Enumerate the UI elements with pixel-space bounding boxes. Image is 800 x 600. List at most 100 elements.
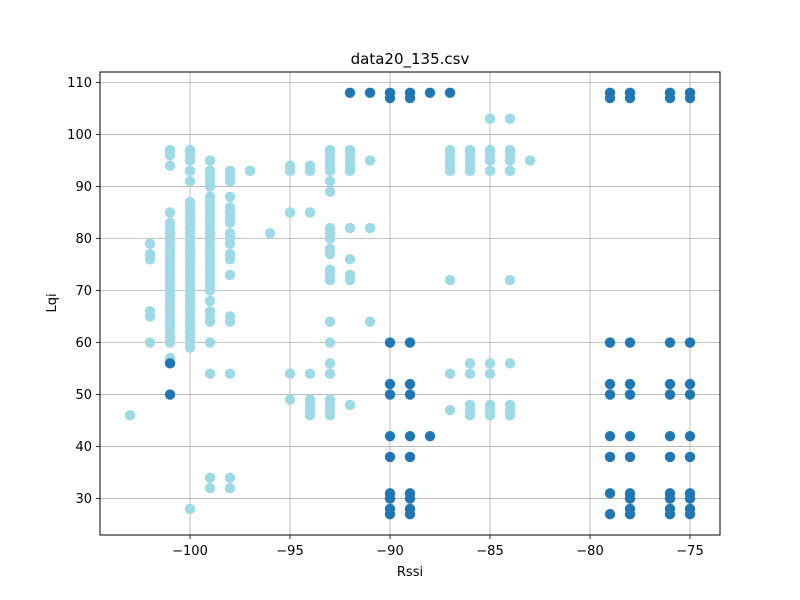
- x-axis-label: Rssi: [397, 565, 423, 580]
- data-point: [384, 87, 396, 99]
- data-point: [264, 228, 276, 239]
- y-tick-label: 50: [75, 388, 92, 403]
- data-point: [284, 160, 296, 171]
- data-point: [284, 394, 296, 405]
- data-point: [364, 87, 376, 99]
- data-point: [604, 488, 616, 499]
- data-point: [224, 368, 236, 379]
- data-point: [184, 144, 196, 156]
- data-point: [404, 451, 416, 463]
- data-point: [504, 358, 516, 369]
- data-point: [484, 144, 496, 156]
- data-point: [664, 378, 676, 390]
- data-point: [444, 274, 456, 286]
- data-point: [684, 378, 696, 390]
- data-point: [204, 306, 216, 317]
- data-point: [464, 399, 476, 411]
- data-point: [384, 337, 396, 348]
- data-point: [204, 482, 216, 494]
- x-axis-ticks: −100 −95 −90 −85 −80 −75: [172, 535, 704, 559]
- data-point: [324, 394, 336, 405]
- data-point: [444, 87, 456, 99]
- data-point: [284, 207, 296, 218]
- data-point: [144, 248, 156, 260]
- data-point: [344, 399, 356, 411]
- data-point: [184, 196, 196, 208]
- data-point: [384, 451, 396, 463]
- x-tick-label: −90: [376, 544, 403, 559]
- data-point: [624, 87, 636, 99]
- data-point: [204, 191, 216, 203]
- data-point: [324, 243, 336, 255]
- y-tick-label: 60: [75, 336, 92, 351]
- data-point: [384, 378, 396, 390]
- data-point: [464, 358, 476, 369]
- data-point: [484, 368, 496, 379]
- x-tick-label: −95: [276, 544, 303, 559]
- data-point: [224, 269, 236, 281]
- data-point: [484, 113, 496, 125]
- data-point: [664, 430, 676, 442]
- data-point: [384, 389, 396, 400]
- data-point: [224, 202, 236, 213]
- data-point: [304, 394, 316, 405]
- data-point: [144, 238, 156, 249]
- data-point: [604, 508, 616, 520]
- x-tick-label: −85: [476, 544, 503, 559]
- data-point: [404, 87, 416, 99]
- y-tick-label: 40: [75, 440, 92, 455]
- data-point: [204, 155, 216, 166]
- data-point: [624, 503, 636, 515]
- y-tick-label: 70: [75, 284, 92, 299]
- data-point: [164, 160, 176, 171]
- data-point: [164, 389, 176, 400]
- data-point: [524, 155, 536, 166]
- data-point: [324, 337, 336, 348]
- data-point: [664, 488, 676, 499]
- data-point: [624, 488, 636, 499]
- data-point: [284, 368, 296, 379]
- data-point: [324, 144, 336, 156]
- data-point: [184, 176, 196, 187]
- data-point: [664, 389, 676, 400]
- x-tick-label: −100: [172, 544, 208, 559]
- data-point: [604, 451, 616, 463]
- data-point: [204, 368, 216, 379]
- data-point: [384, 488, 396, 499]
- data-point: [504, 399, 516, 411]
- data-point: [444, 404, 456, 416]
- data-point: [604, 389, 616, 400]
- data-point: [604, 430, 616, 442]
- y-axis-ticks: 30 40 50 60 70 80 90 100 110: [67, 76, 100, 507]
- data-point: [224, 165, 236, 177]
- data-point: [684, 337, 696, 348]
- data-point: [144, 337, 156, 348]
- x-tick-label: −75: [676, 544, 703, 559]
- data-point: [204, 295, 216, 307]
- data-point: [144, 306, 156, 317]
- data-point: [344, 87, 356, 99]
- data-point: [684, 389, 696, 400]
- data-point: [324, 186, 336, 197]
- y-tick-label: 30: [75, 492, 92, 507]
- data-point: [304, 207, 316, 218]
- data-point: [324, 264, 336, 275]
- data-point: [324, 176, 336, 187]
- data-point: [464, 368, 476, 379]
- data-point: [164, 207, 176, 218]
- data-point: [484, 165, 496, 177]
- data-point: [384, 430, 396, 442]
- data-point: [324, 222, 336, 234]
- data-point: [604, 87, 616, 99]
- data-point: [504, 165, 516, 177]
- y-tick-label: 110: [67, 76, 92, 91]
- data-point: [624, 430, 636, 442]
- data-point: [664, 337, 676, 348]
- data-point: [224, 228, 236, 239]
- data-point: [224, 191, 236, 203]
- data-point: [344, 269, 356, 281]
- data-point: [404, 337, 416, 348]
- data-point: [364, 155, 376, 166]
- data-point: [324, 368, 336, 379]
